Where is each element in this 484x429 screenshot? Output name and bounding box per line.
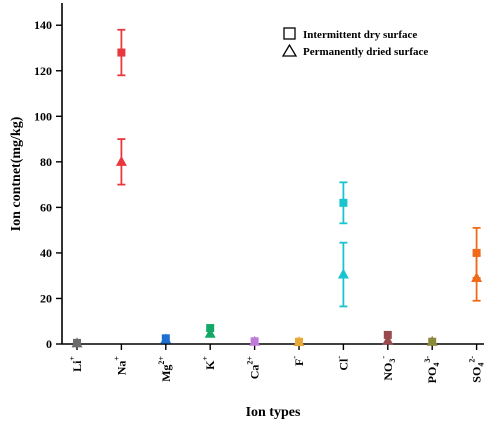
- x-tick-label: F-: [290, 356, 306, 366]
- data-point-square: [339, 198, 348, 207]
- data-point-triangle: [293, 336, 305, 347]
- data-point-square: [472, 248, 481, 257]
- x-axis-title: Ion types: [246, 405, 301, 420]
- data-point-triangle: [337, 268, 349, 279]
- y-tick-label: 40: [40, 246, 52, 260]
- data-point-triangle: [204, 327, 216, 338]
- data-marks: [71, 28, 483, 348]
- x-tick-label: Mg2+: [157, 356, 173, 382]
- data-point-triangle: [382, 334, 394, 345]
- legend-triangle-icon: [281, 43, 298, 57]
- y-tick-label: 120: [34, 64, 52, 78]
- axes: [61, 3, 484, 345]
- x-tick-label: Na+: [112, 356, 128, 376]
- x-tick-label: PO43-: [423, 356, 441, 384]
- x-tick-label: NO3-: [379, 356, 397, 381]
- x-tick-label: K+: [201, 356, 217, 370]
- y-tick-label: 0: [46, 337, 52, 351]
- data-point-triangle: [426, 335, 438, 346]
- legend: Intermittent dry surface Permanently dri…: [281, 27, 428, 58]
- y-tick-label: 100: [34, 109, 52, 123]
- legend-square-icon: [283, 27, 296, 40]
- legend-label-intermittent: Intermittent dry surface: [303, 29, 417, 41]
- y-tick-label: 60: [40, 200, 52, 214]
- legend-label-permanent: Permanently dried surface: [303, 46, 428, 58]
- x-ticks: Li+ Na+ Mg2+ K+ Ca2+ F- Cl- NO3- PO43- SO42-: [68, 344, 484, 383]
- y-ticks: 0 20 40 60 80 100 120 140: [34, 18, 62, 351]
- data-point-triangle: [249, 335, 261, 346]
- data-point-triangle: [71, 337, 83, 348]
- y-axis-title: Ion contnet(mg/kg): [9, 116, 24, 231]
- x-tick-label: Cl-: [334, 356, 350, 371]
- data-point-triangle: [471, 271, 483, 282]
- x-tick-label: SO42-: [468, 356, 484, 383]
- y-tick-label: 140: [34, 18, 52, 32]
- x-tick-label: Ca2+: [246, 356, 262, 380]
- data-point-triangle: [160, 333, 172, 344]
- y-tick-label: 20: [40, 291, 52, 305]
- y-tick-label: 80: [40, 155, 52, 169]
- data-point-square: [117, 48, 126, 57]
- x-tick-label: Li+: [68, 356, 84, 372]
- data-point-triangle: [115, 155, 127, 166]
